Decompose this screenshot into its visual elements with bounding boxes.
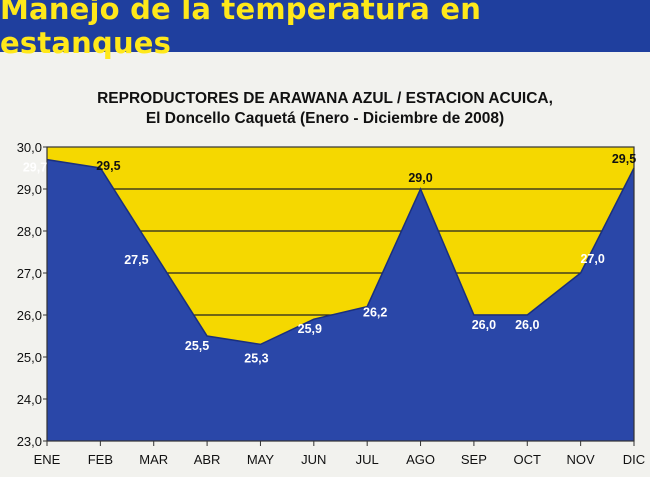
y-tick-label: 28,0: [17, 224, 42, 239]
data-label: 25,9: [298, 322, 322, 336]
x-tick-label: MAR: [139, 452, 168, 467]
y-tick-label: 26,0: [17, 308, 42, 323]
chart-title-line2: El Doncello Caquetá (Enero - Diciembre d…: [145, 110, 505, 127]
page-title: Manejo de la temperatura en estanques: [0, 0, 482, 60]
x-tick-label: NOV: [567, 452, 596, 467]
y-tick-label: 27,0: [17, 266, 42, 281]
y-tick-label: 30,0: [17, 140, 42, 155]
y-tick-label: 25,0: [17, 350, 42, 365]
x-tick-label: AGO: [406, 452, 435, 467]
data-label: 27,0: [580, 252, 604, 266]
x-tick-label: OCT: [514, 452, 542, 467]
temperature-line: [46, 158, 635, 346]
y-tick-label: 23,0: [17, 434, 42, 449]
x-tick-label: ABR: [194, 452, 221, 467]
x-tick-label: JUL: [356, 452, 379, 467]
header-banner: Manejo de la temperatura en estanques: [0, 0, 650, 60]
data-label: 26,0: [515, 318, 539, 332]
x-tick-label: SEP: [461, 452, 487, 467]
x-tick-label: JUN: [301, 452, 326, 467]
x-tick-label: FEB: [88, 452, 113, 467]
temperature-area: [47, 159, 634, 441]
x-tick-label: MAY: [247, 452, 275, 467]
y-tick-label: 29,0: [17, 182, 42, 197]
x-tick-label: DIC: [623, 452, 645, 467]
data-label: 25,5: [185, 339, 209, 353]
data-label: 26,2: [363, 306, 387, 320]
data-label: 29,5: [612, 152, 636, 166]
data-label: 29,0: [408, 171, 432, 185]
data-label: 27,5: [124, 253, 148, 267]
x-tick-label: ENE: [34, 452, 61, 467]
data-label: 29,7: [23, 161, 47, 175]
plot-frame: [46, 146, 635, 442]
data-label: 29,5: [96, 159, 120, 173]
data-label: 25,3: [244, 351, 268, 365]
chart-title-line1: REPRODUCTORES DE ARAWANA AZUL / ESTACION…: [97, 90, 553, 107]
data-label: 26,0: [472, 318, 496, 332]
y-tick-label: 24,0: [17, 392, 42, 407]
